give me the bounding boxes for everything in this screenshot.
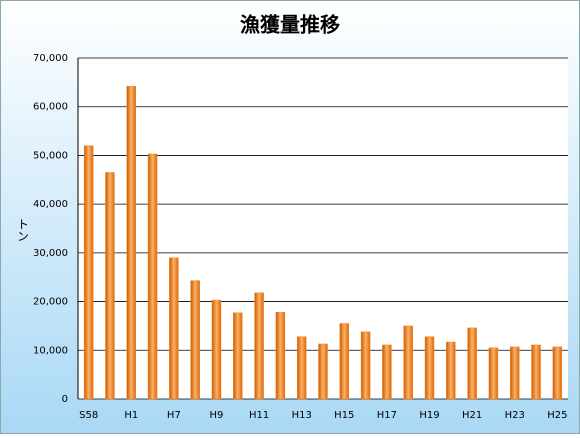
bar: [105, 172, 115, 400]
bar: [403, 325, 413, 400]
y-axis-label: トン: [16, 218, 30, 242]
x-tick-label: H17: [377, 410, 397, 421]
bar: [83, 145, 94, 400]
y-tick-label: 60,000: [33, 102, 68, 113]
x-tick-label: S58: [79, 410, 98, 421]
bar: [552, 346, 563, 400]
bar: [254, 292, 264, 400]
y-tick-label: 50,000: [33, 150, 68, 161]
bar: [382, 344, 392, 400]
bar: [275, 312, 286, 400]
bar: [488, 347, 499, 400]
bar: [126, 86, 137, 400]
plot-area: [78, 58, 568, 399]
bar: [424, 336, 435, 400]
x-tick-label: H7: [167, 410, 181, 421]
x-tick-label: H23: [505, 410, 525, 421]
bar: [360, 331, 371, 400]
bar: [296, 336, 307, 400]
x-tick-label: H1: [124, 410, 138, 421]
y-tick-label: 20,000: [33, 297, 68, 308]
y-tick-label: 30,000: [33, 248, 68, 259]
bar: [318, 343, 328, 400]
bar: [233, 312, 243, 400]
x-tick-label: H9: [210, 410, 224, 421]
chart-title: 漁獲量推移: [240, 13, 340, 37]
y-tick-label: 70,000: [33, 53, 68, 64]
bar: [446, 341, 456, 400]
bar: [509, 346, 520, 400]
x-tick-label: H25: [547, 410, 567, 421]
y-tick-label: 40,000: [33, 199, 68, 210]
x-tick-label: H11: [249, 410, 269, 421]
bar: [190, 280, 200, 400]
y-tick-label: 10,000: [33, 345, 68, 356]
x-tick-label: H19: [419, 410, 439, 421]
x-tick-label: H15: [334, 410, 354, 421]
bar: [531, 344, 541, 400]
bar: [467, 327, 477, 400]
bar: [339, 323, 350, 400]
bar: [169, 257, 179, 400]
y-tick-label: 0: [62, 394, 68, 405]
bar: [211, 299, 222, 400]
x-tick-label: H13: [292, 410, 312, 421]
bar: [147, 153, 158, 400]
x-tick-label: H21: [462, 410, 482, 421]
